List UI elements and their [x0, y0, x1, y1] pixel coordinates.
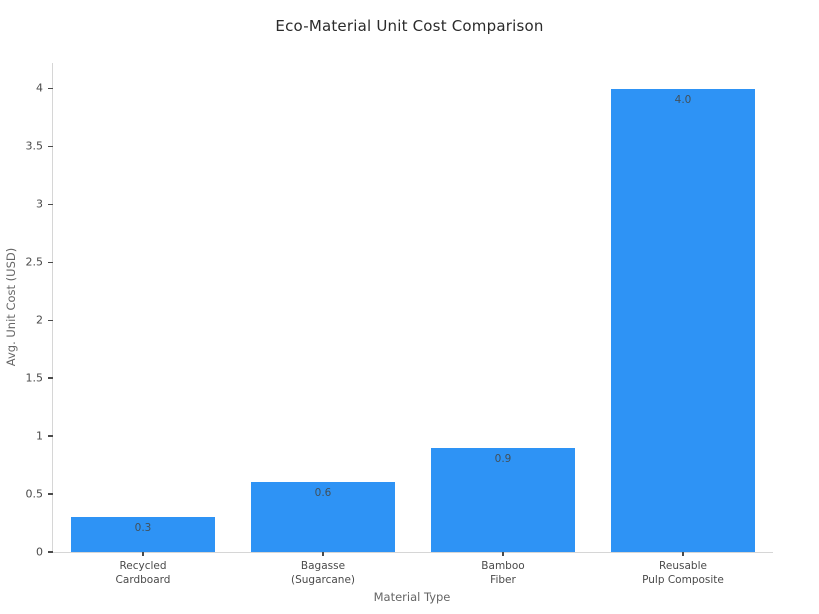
- x-tick-label-line: Cardboard: [115, 574, 171, 586]
- x-tick-label: Bagasse (Sugarcane): [291, 559, 355, 587]
- x-tick-mark: [322, 552, 324, 556]
- y-tick-mark: [48, 377, 53, 379]
- y-tick-mark: [48, 145, 53, 148]
- x-tick-label: Bamboo Fiber: [481, 559, 524, 587]
- x-tick-label: Reusable Pulp Composite: [642, 559, 724, 587]
- bar: 0.9: [431, 447, 575, 552]
- x-axis-title: Material Type: [373, 590, 451, 604]
- x-tick-label-line: Recycled: [119, 560, 167, 572]
- y-tick-label: 1: [36, 429, 43, 443]
- y-tick-mark: [48, 551, 53, 553]
- x-tick-mark: [682, 552, 684, 556]
- bar-value-label: 0.3: [134, 522, 152, 535]
- y-tick-mark: [48, 261, 53, 263]
- y-tick-mark: [48, 435, 53, 437]
- y-tick-mark: [48, 319, 53, 321]
- bar-value-label: 0.9: [494, 452, 512, 465]
- bar: 4.0: [611, 88, 755, 552]
- x-tick-label-line: (Sugarcane): [290, 574, 356, 586]
- x-tick-mark: [502, 552, 504, 556]
- x-tick-label-line: Fiber: [490, 574, 516, 586]
- plot-area: 0 0.5 1 1.5 2 2.5 3 3.5 4 0.3 Recycled Cardboard 0.6…: [26, 63, 773, 586]
- y-tick-label: 0.5: [25, 487, 44, 501]
- x-tick-label-line: Bagasse: [300, 560, 346, 572]
- y-tick-label: 4: [36, 81, 43, 95]
- bar-value-label: 0.6: [314, 487, 332, 500]
- y-tick-label: 0: [36, 545, 43, 559]
- y-tick-mark: [48, 493, 53, 495]
- y-tick-mark: [48, 203, 53, 206]
- y-tick-label: 2: [36, 313, 43, 327]
- chart-title: Eco-Material Unit Cost Comparison: [275, 17, 544, 35]
- bar-value-label: 4.0: [674, 93, 692, 106]
- x-tick-label: Recycled Cardboard: [116, 559, 171, 587]
- bar: 0.6: [251, 482, 395, 552]
- bar: 0.3: [71, 517, 215, 552]
- y-tick-label: 3: [36, 197, 43, 211]
- x-tick-mark: [142, 552, 144, 556]
- y-tick-mark: [48, 87, 53, 90]
- x-tick-label-line: Reusable: [659, 560, 707, 572]
- y-tick-label: 1.5: [25, 371, 44, 385]
- x-tick-label-line: Bamboo: [481, 560, 525, 572]
- y-tick-label: 2.5: [25, 255, 44, 269]
- y-tick-label: 3.5: [25, 139, 44, 153]
- x-tick-label-line: Pulp Composite: [642, 574, 724, 586]
